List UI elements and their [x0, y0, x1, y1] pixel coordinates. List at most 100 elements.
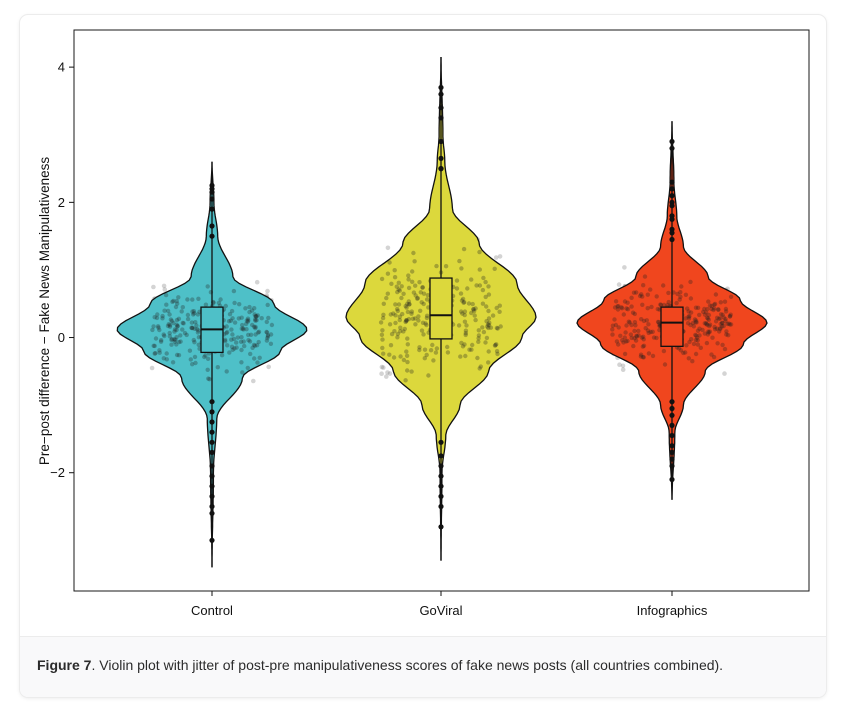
violin-jitter-point: [150, 327, 155, 333]
violin-jitter-point: [662, 362, 668, 367]
violin-jitter-point: [712, 324, 717, 330]
outlier-point: [209, 439, 215, 445]
violin-jitter-point: [693, 305, 699, 310]
violin-jitter-point: [612, 317, 617, 322]
violin-jitter-point: [174, 342, 179, 347]
violin-jitter-point: [707, 303, 713, 308]
violin-jitter-point: [480, 301, 486, 306]
violin-jitter-point: [381, 312, 386, 317]
violin-jitter-point: [462, 300, 467, 305]
violin-jitter-point: [230, 347, 235, 352]
violin-jitter-point: [406, 299, 411, 304]
violin-jitter-point: [486, 316, 492, 321]
outlier-point: [669, 236, 675, 243]
outlier-point: [438, 439, 444, 445]
violin-jitter-point: [155, 312, 160, 317]
violin-jitter-point: [253, 317, 258, 322]
violin-jitter-point: [224, 330, 229, 336]
outlier-point: [438, 473, 444, 479]
violin-jitter-point: [417, 347, 422, 353]
violin-jitter-point: [470, 342, 475, 348]
violin-jitter-point: [165, 323, 171, 329]
violin-jitter-point: [254, 343, 260, 348]
outlier-point: [209, 206, 215, 212]
violin-jitter-point: [175, 301, 180, 306]
outlier-point: [209, 223, 215, 229]
violin-jitter-point: [259, 316, 264, 321]
outlier-point: [438, 503, 444, 510]
violin-jitter-point: [252, 312, 257, 317]
outlier-point: [438, 138, 444, 145]
violin-jitter-point: [645, 306, 650, 311]
violin-jitter-point: [413, 316, 418, 321]
violin-jitter-point: [704, 321, 709, 327]
violin-jitter-point: [616, 304, 621, 309]
violin-jitter-point: [721, 315, 726, 320]
violin-jitter-point: [693, 332, 698, 338]
violin-jitter-point: [174, 327, 179, 333]
violin-jitter-point: [420, 285, 425, 290]
violin-jitter-point: [620, 338, 625, 343]
violin-jitter-point: [398, 325, 403, 330]
violin-jitter-point: [613, 299, 619, 304]
violin-jitter-point: [384, 295, 389, 301]
violin-jitter-point: [405, 359, 410, 365]
violin-jitter-point: [256, 330, 261, 335]
violin-jitter-point: [417, 280, 422, 285]
violin-jitter-point: [725, 321, 730, 327]
violin-jitter-point: [268, 341, 274, 346]
violin-jitter-point: [421, 332, 426, 337]
violin-jitter-point: [625, 307, 631, 312]
violin-jitter-point: [182, 330, 188, 336]
violin-jitter-point: [712, 301, 718, 307]
violin-jitter-point: [174, 317, 180, 323]
violin-jitter-point: [394, 284, 399, 289]
violin-jitter-point: [497, 309, 502, 314]
violin-jitter-point: [250, 322, 255, 328]
violin-jitter-point: [424, 352, 429, 358]
outlier-point: [438, 115, 444, 121]
violin-jitter-point: [646, 351, 652, 356]
violin-jitter-point: [421, 301, 426, 307]
violin-jitter-point: [710, 335, 715, 340]
violin-jitter-point: [379, 276, 385, 282]
x-tick-label: Infographics: [637, 603, 708, 618]
violin-group-infographics: [576, 121, 768, 500]
violin-jitter-point: [395, 289, 400, 295]
violin-jitter-point: [462, 342, 467, 347]
violin-jitter-point: [614, 339, 620, 344]
violin-jitter-point: [655, 319, 661, 325]
violin-jitter-point: [229, 337, 234, 342]
violin-jitter-point: [161, 332, 166, 337]
violin-jitter-point: [207, 377, 212, 382]
violin-jitter-point: [462, 309, 468, 314]
violin-jitter-point: [167, 324, 173, 329]
outlier-point: [209, 233, 215, 239]
jitter-point: [617, 362, 622, 368]
violin-jitter-point: [481, 275, 486, 281]
violin-jitter-point: [641, 318, 647, 324]
violin-jitter-point: [403, 319, 408, 325]
violin-jitter-point: [641, 337, 646, 342]
violin-jitter-point: [622, 351, 628, 357]
violin-jitter-point: [191, 337, 196, 343]
violin-jitter-point: [172, 329, 177, 334]
violin-jitter-point: [246, 332, 251, 338]
violin-jitter-point: [378, 320, 384, 325]
violin-jitter-point: [253, 324, 258, 330]
violin-jitter-point: [407, 302, 412, 307]
x-tick-label: Control: [191, 603, 233, 618]
violin-jitter-point: [616, 342, 621, 347]
violin-jitter-point: [196, 328, 201, 333]
violin-jitter-point: [422, 356, 427, 361]
violin-jitter-point: [223, 339, 228, 344]
violin-jitter-point: [253, 318, 258, 323]
violin-jitter-point: [629, 335, 634, 341]
violin-jitter-point: [458, 354, 463, 359]
violin-jitter-point: [154, 315, 160, 321]
violin-jitter-point: [247, 339, 253, 344]
violin-jitter-point: [178, 339, 183, 344]
violin-jitter-point: [634, 334, 639, 339]
violin-jitter-point: [616, 325, 621, 330]
violin-jitter-point: [393, 302, 398, 307]
